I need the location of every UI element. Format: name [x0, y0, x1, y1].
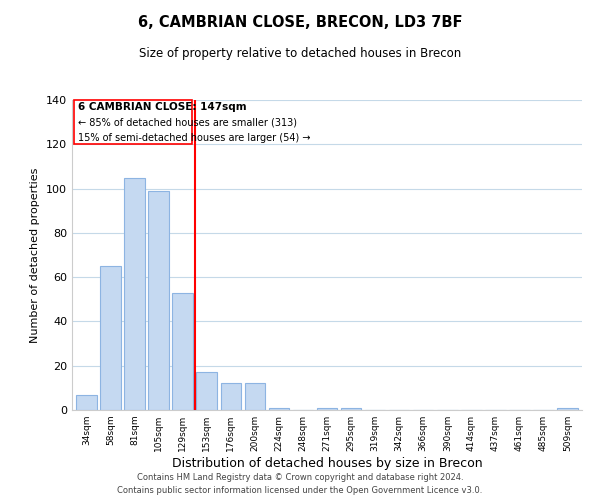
FancyBboxPatch shape: [74, 100, 192, 144]
X-axis label: Distribution of detached houses by size in Brecon: Distribution of detached houses by size …: [172, 457, 482, 470]
Bar: [221, 384, 241, 410]
Bar: [317, 408, 337, 410]
Bar: [196, 372, 217, 410]
Text: Contains HM Land Registry data © Crown copyright and database right 2024.: Contains HM Land Registry data © Crown c…: [137, 472, 463, 482]
Text: 6 CAMBRIAN CLOSE: 147sqm: 6 CAMBRIAN CLOSE: 147sqm: [78, 102, 247, 112]
Bar: [245, 384, 265, 410]
Bar: [172, 292, 193, 410]
Bar: [269, 408, 289, 410]
Bar: [148, 191, 169, 410]
Bar: [76, 394, 97, 410]
Text: 6, CAMBRIAN CLOSE, BRECON, LD3 7BF: 6, CAMBRIAN CLOSE, BRECON, LD3 7BF: [138, 15, 462, 30]
Text: ← 85% of detached houses are smaller (313): ← 85% of detached houses are smaller (31…: [78, 117, 297, 127]
Text: 15% of semi-detached houses are larger (54) →: 15% of semi-detached houses are larger (…: [78, 132, 311, 142]
Bar: [124, 178, 145, 410]
Bar: [100, 266, 121, 410]
Y-axis label: Number of detached properties: Number of detached properties: [31, 168, 40, 342]
Bar: [341, 408, 361, 410]
Text: Size of property relative to detached houses in Brecon: Size of property relative to detached ho…: [139, 48, 461, 60]
Text: Contains public sector information licensed under the Open Government Licence v3: Contains public sector information licen…: [118, 486, 482, 495]
Bar: [557, 408, 578, 410]
